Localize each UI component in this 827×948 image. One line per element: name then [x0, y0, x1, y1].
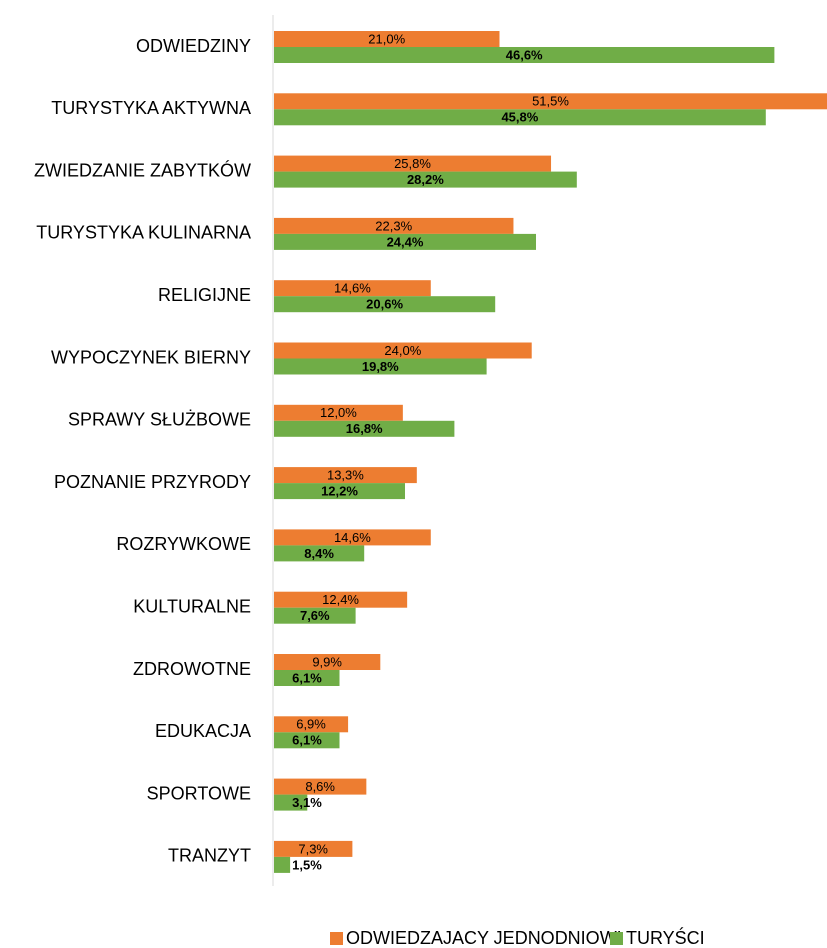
data-label: 6,1% [292, 733, 322, 748]
data-label: 6,1% [292, 670, 322, 685]
data-label: 7,3% [298, 841, 328, 856]
data-label: 19,8% [362, 359, 399, 374]
category-label: WYPOCZYNEK BIERNY [51, 347, 251, 367]
data-label: 9,9% [312, 654, 342, 669]
data-label: 46,6% [506, 47, 543, 62]
data-label: 12,0% [320, 405, 357, 420]
data-label: 16,8% [346, 421, 383, 436]
bar [274, 654, 381, 670]
category-label: ZDROWOTNE [133, 659, 251, 679]
data-label: 8,6% [305, 779, 335, 794]
category-label: ZWIEDZANIE ZABYTKÓW [34, 159, 251, 180]
category-label: ROZRYWKOWE [116, 534, 251, 554]
bar [274, 732, 340, 749]
data-label: 14,6% [334, 530, 371, 545]
bar [274, 404, 403, 421]
bar [274, 155, 552, 172]
data-label: 12,4% [322, 592, 359, 607]
bar [274, 856, 291, 873]
category-label: SPORTOWE [147, 783, 251, 803]
category-label: KULTURALNE [133, 596, 251, 616]
category-label: POZNANIE PRZYRODY [54, 472, 251, 492]
bar [274, 217, 514, 234]
category-label: TURYSTYKA KULINARNA [36, 223, 251, 243]
bar [274, 794, 308, 811]
category-label: ODWIEDZINY [136, 36, 251, 56]
bar [274, 358, 487, 375]
data-label: 22,3% [375, 218, 412, 233]
data-label: 3,1% [292, 795, 322, 810]
bar [274, 171, 577, 188]
data-label: 8,4% [304, 546, 334, 561]
bar [274, 467, 417, 484]
legend-swatch [330, 932, 343, 945]
bar [274, 31, 500, 47]
data-label: 21,0% [368, 31, 405, 46]
category-label: TURYSTYKA AKTYWNA [51, 98, 251, 118]
data-label: 45,8% [501, 110, 538, 125]
bar [274, 420, 455, 437]
data-label: 7,6% [300, 608, 330, 623]
data-label: 28,2% [407, 172, 444, 187]
bar [274, 342, 532, 359]
bar [274, 296, 496, 313]
legend-swatch [610, 932, 623, 945]
bar [274, 47, 775, 63]
bar [274, 670, 340, 686]
data-label: 24,0% [384, 343, 421, 358]
category-label: TRANZYT [168, 846, 251, 866]
bar [274, 280, 431, 297]
bar [274, 716, 349, 733]
bar [274, 778, 367, 795]
bar [274, 529, 431, 546]
category-label: EDUKACJA [155, 721, 251, 741]
bar [274, 483, 406, 500]
bar [274, 109, 766, 126]
bar [274, 607, 356, 624]
data-label: 14,6% [334, 281, 371, 296]
bar [274, 93, 827, 110]
bar [274, 545, 365, 562]
data-label: 13,3% [327, 468, 364, 483]
bar [274, 233, 537, 250]
bar [274, 840, 353, 857]
data-label: 20,6% [366, 297, 403, 312]
bar [274, 591, 408, 608]
data-label: 25,8% [394, 156, 431, 171]
data-label: 6,9% [296, 717, 326, 732]
category-label: SPRAWY SŁUŻBOWE [68, 410, 251, 430]
legend-label: TURYŚCI [626, 927, 705, 948]
data-label: 24,4% [387, 234, 424, 249]
data-label: 12,2% [321, 484, 358, 499]
data-label: 51,5% [532, 94, 569, 109]
legend-label: ODWIEDZAJACY JEDNODNIOWI [346, 928, 622, 948]
data-label: 1,5% [292, 857, 322, 872]
category-label: RELIGIJNE [158, 285, 251, 305]
